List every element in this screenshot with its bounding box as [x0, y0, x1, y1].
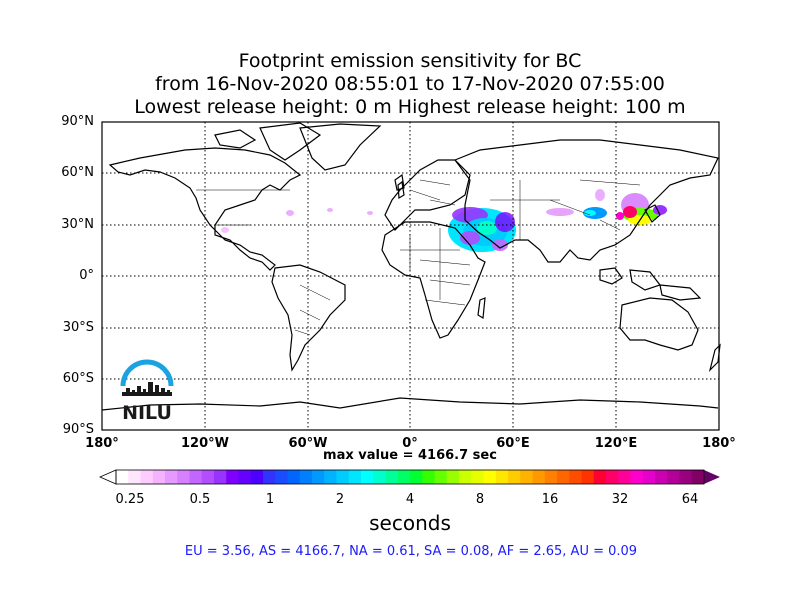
colorbar-swatch — [557, 470, 570, 484]
colorbar-swatch — [618, 470, 631, 484]
colorbar-swatch — [177, 470, 190, 484]
colorbar-swatch — [532, 470, 546, 484]
colorbar-swatch — [495, 470, 509, 484]
colorbar-swatch — [667, 470, 680, 484]
colorbar-swatch — [373, 470, 386, 484]
lon-label-60w: 60°W — [288, 436, 328, 451]
lon-label-60e: 60°E — [496, 436, 530, 451]
colorbar-swatch — [348, 470, 362, 484]
colorbar-swatch — [385, 470, 399, 484]
colorbar-swatch — [140, 470, 154, 484]
coastlines — [101, 122, 721, 411]
colorbar-swatch — [410, 470, 423, 484]
colorbar-tick: 2 — [335, 492, 345, 507]
lat-label-60s: 60°S — [62, 371, 94, 386]
lat-label-90s: 90°S — [62, 422, 94, 437]
colorbar-swatch — [422, 470, 435, 484]
title-line-3: Lowest release height: 0 m Highest relea… — [134, 96, 686, 118]
colorbar-swatch — [459, 470, 472, 484]
lon-label-120e: 120°E — [594, 436, 638, 451]
colorbar-swatch — [214, 470, 227, 484]
colorbar-tick: 0.5 — [189, 492, 211, 507]
colorbar-swatch — [642, 470, 656, 484]
lat-label-90n: 90°N — [61, 114, 94, 129]
colorbar-swatch — [201, 470, 215, 484]
colorbar-swatch — [655, 470, 668, 484]
lat-label-30s: 30°S — [62, 320, 94, 335]
colorbar-swatch — [397, 470, 411, 484]
nilu-logo: NILU — [116, 356, 178, 424]
max-value-label: max value = 4166.7 sec — [323, 448, 497, 463]
lon-label-0: 0° — [402, 436, 418, 451]
region-values: EU = 3.56, AS = 4166.7, NA = 0.61, SA = … — [184, 544, 638, 559]
colorbar-swatch — [189, 470, 203, 484]
colorbar-swatch — [263, 470, 276, 484]
colorbar-swatch — [165, 470, 178, 484]
colorbar-swatch — [581, 470, 595, 484]
colorbar-tick: 4 — [405, 492, 415, 507]
colorbar-tick: 64 — [681, 492, 699, 507]
colorbar-tick: 0.25 — [115, 492, 145, 507]
colorbar-tick: 8 — [475, 492, 485, 507]
colorbar-under-arrow — [99, 469, 117, 485]
colorbar-swatch — [606, 470, 619, 484]
map-frame — [101, 121, 720, 431]
colorbar-swatch — [299, 470, 313, 484]
colorbar-swatch — [336, 470, 350, 484]
lon-label-180e: 180° — [702, 436, 736, 451]
logo-text: NILU — [122, 402, 172, 422]
colorbar-swatch — [679, 470, 693, 484]
colorbar-swatch — [593, 470, 607, 484]
lat-label-60n: 60°N — [61, 165, 94, 180]
graticule — [102, 122, 719, 430]
title-line-1: Footprint emission sensitivity for BC — [238, 50, 582, 72]
colorbar-swatch — [520, 470, 533, 484]
colorbar-swatch — [508, 470, 521, 484]
colorbar-swatch — [287, 470, 301, 484]
colorbar-tick: 16 — [541, 492, 559, 507]
colorbar-swatch — [361, 470, 374, 484]
colorbar-swatch — [471, 470, 484, 484]
colorbar-swatch — [226, 470, 239, 484]
colorbar-over-arrow — [704, 470, 720, 484]
colorbar-swatch — [250, 470, 264, 484]
colorbar-swatch — [569, 470, 582, 484]
colorbar-swatch — [275, 470, 288, 484]
colorbar-swatch — [483, 470, 497, 484]
colorbar-swatch — [312, 470, 325, 484]
sensitivity-field — [221, 189, 667, 252]
colorbar-swatch — [544, 470, 558, 484]
colorbar-swatch — [434, 470, 448, 484]
lat-label-0: 0° — [79, 268, 94, 283]
colorbar-swatch — [691, 470, 705, 484]
colorbar-swatch — [128, 470, 141, 484]
colorbar-title: seconds — [369, 511, 451, 535]
lon-label-180w: 180° — [85, 436, 119, 451]
colorbar-swatch — [446, 470, 460, 484]
colorbar-swatch — [238, 470, 252, 484]
colorbar — [99, 469, 720, 485]
colorbar-frame — [115, 469, 705, 485]
colorbar-swatch — [116, 470, 129, 484]
colorbar-swatch — [630, 470, 644, 484]
colorbar-swatch — [324, 470, 337, 484]
logo-arc — [120, 359, 174, 387]
colorbar-tick: 32 — [611, 492, 629, 507]
colorbar-swatch — [152, 470, 166, 484]
country-borders — [196, 179, 641, 336]
title-line-2: from 16-Nov-2020 08:55:01 to 17-Nov-2020… — [155, 73, 665, 95]
lat-label-30n: 30°N — [61, 217, 94, 232]
colorbar-tick: 1 — [265, 492, 275, 507]
lon-label-120w: 120°W — [181, 436, 229, 451]
